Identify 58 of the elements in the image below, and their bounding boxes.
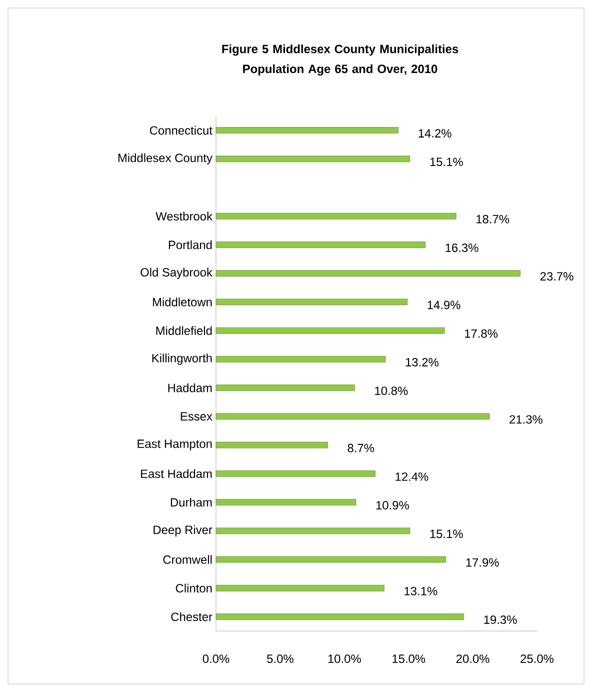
- bar: [216, 127, 399, 134]
- x-tick-label: 20.0%: [456, 654, 490, 663]
- y-tick-label: Cromwell: [163, 555, 212, 564]
- y-tick-label: Essex: [180, 412, 212, 421]
- data-label: 17.8%: [464, 329, 498, 338]
- y-tick-label: Clinton: [176, 584, 212, 592]
- y-tick-label: Connecticut: [150, 126, 212, 135]
- y-tick-label: Middletown: [152, 298, 212, 306]
- bar: [216, 384, 355, 392]
- y-tick-label: Old Saybrook: [140, 268, 212, 279]
- x-tick-label: 0.0%: [202, 654, 230, 663]
- bar: [216, 442, 328, 448]
- bar: [216, 584, 384, 592]
- data-label: 10.8%: [375, 386, 408, 396]
- bar: [216, 156, 410, 162]
- data-label: 14.9%: [428, 300, 460, 310]
- data-label: 15.1%: [430, 158, 463, 166]
- y-tick-label: Durham: [170, 498, 212, 507]
- bar: [216, 499, 356, 506]
- data-label: 19.3%: [484, 615, 517, 624]
- y-tick-label: East Haddam: [141, 469, 212, 478]
- y-tick-label: Middlefield: [156, 326, 212, 335]
- data-label: 10.9%: [376, 501, 409, 510]
- data-label: 12.4%: [396, 472, 428, 481]
- bar: [216, 528, 410, 534]
- chart-title: Figure 5 Middlesex County Municipalities Population Age 65 and Over, 2010: [222, 44, 458, 76]
- y-tick-label: Middlesex County: [118, 153, 212, 164]
- y-tick-label: East Hampton: [138, 440, 212, 450]
- data-label: 13.2%: [406, 358, 438, 366]
- data-label: 13.1%: [404, 586, 438, 596]
- data-label: 23.7%: [540, 272, 574, 281]
- x-tick-label: 25.0%: [520, 654, 554, 663]
- data-label: 15.1%: [430, 530, 463, 538]
- data-label: 21.3%: [510, 415, 542, 424]
- bar: [216, 242, 426, 248]
- x-tick-label: 10.0%: [328, 654, 361, 663]
- bar: [216, 270, 521, 277]
- data-label: 18.7%: [476, 214, 510, 224]
- y-tick-label: Westbrook: [156, 212, 212, 221]
- data-label: 8.7%: [348, 444, 374, 452]
- bar: [216, 298, 408, 306]
- y-tick-label: Deep River: [154, 525, 212, 536]
- data-label: 17.9%: [466, 558, 499, 567]
- y-tick-label: Killingworth: [152, 354, 212, 365]
- y-tick-label: Haddam: [168, 383, 212, 392]
- bar: [216, 614, 464, 620]
- bar: [216, 327, 445, 334]
- bar: [216, 356, 386, 362]
- data-label: 16.3%: [446, 244, 478, 252]
- bar: [216, 556, 446, 563]
- y-tick-label: Chester: [171, 612, 212, 622]
- bar: [216, 470, 376, 477]
- y-tick-label: Portland: [168, 240, 212, 250]
- data-label: 14.2%: [418, 129, 452, 138]
- x-tick-label: 15.0%: [392, 654, 426, 663]
- bar: [216, 413, 490, 420]
- x-tick-label: 5.0%: [267, 654, 294, 663]
- bar: [216, 212, 456, 220]
